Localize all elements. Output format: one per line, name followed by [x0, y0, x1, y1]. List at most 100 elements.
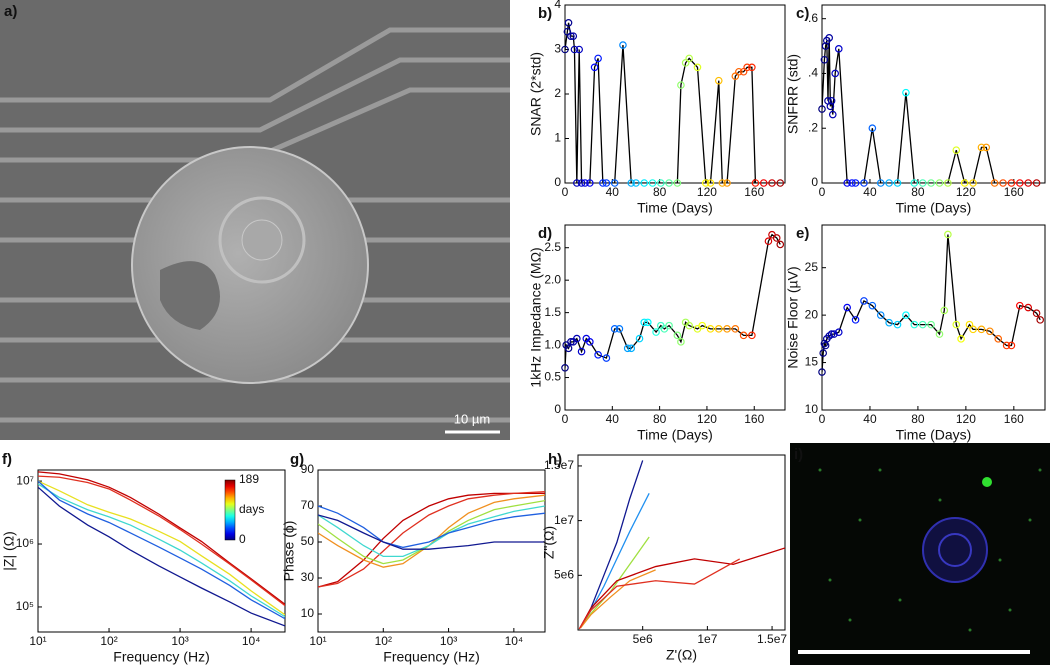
data-point [776, 179, 785, 187]
x-tick-label: 10³ [171, 634, 188, 648]
data-point [640, 179, 649, 187]
x-tick-label: 10⁴ [242, 634, 261, 648]
fluorescence-image [790, 443, 1050, 665]
x-axis-label: Frequency (Hz) [383, 649, 479, 665]
plot-frame [564, 4, 786, 184]
y-axis-label: 1kHz Impedance (MΩ) [528, 247, 544, 387]
y-tick-label: 2 [554, 86, 561, 100]
data-point [843, 179, 851, 187]
colorbar-label: days [239, 502, 264, 516]
data-point [570, 45, 579, 54]
data-point [677, 338, 685, 346]
data-point [590, 63, 599, 72]
x-tick-label: 120 [697, 412, 717, 426]
data-point [599, 179, 607, 187]
data-point [965, 320, 974, 329]
plot-frame [577, 454, 786, 631]
data-point [828, 110, 837, 119]
plot-area [565, 22, 781, 183]
y-tick-label: .6 [808, 11, 818, 25]
y-tick-label: 1 [554, 131, 561, 145]
data-point [1032, 309, 1041, 318]
data-point [1024, 303, 1033, 312]
data-point [627, 344, 636, 353]
data-point [586, 179, 594, 187]
x-tick-label: 80 [653, 412, 667, 426]
data-point [564, 18, 573, 27]
series-line [318, 492, 545, 588]
data-point [748, 63, 756, 72]
trend-line [565, 22, 781, 183]
x-tick-label: 10¹ [309, 634, 326, 648]
data-point [718, 179, 727, 187]
data-point [577, 347, 586, 356]
data-point [820, 55, 829, 64]
x-tick-label: 0 [819, 185, 826, 199]
data-point [748, 331, 756, 340]
data-point [610, 179, 619, 187]
x-tick-label: 40 [863, 185, 877, 199]
colorbar-max: 189 [239, 472, 259, 486]
data-point [893, 320, 902, 329]
x-tick-label: 160 [744, 185, 764, 199]
data-point [868, 301, 877, 310]
data-point [957, 335, 965, 343]
x-tick-label: 10¹ [29, 634, 46, 648]
plot-area [38, 471, 285, 627]
data-point [569, 32, 578, 40]
x-tick-label: 80 [911, 412, 925, 426]
data-point [1036, 316, 1045, 324]
data-point [830, 330, 838, 338]
colorbar-min: 0 [239, 532, 246, 546]
plot-area [565, 233, 781, 368]
data-point [902, 88, 910, 97]
data-point [831, 69, 839, 78]
data-point [652, 328, 660, 336]
data-point [685, 54, 693, 63]
x-tick-label: 10³ [440, 634, 457, 648]
data-point [986, 327, 994, 336]
y-tick-label: 1.0 [544, 337, 561, 351]
data-point [573, 334, 581, 343]
plot-area [578, 460, 785, 630]
trend-line [822, 37, 1037, 183]
data-point [927, 320, 935, 329]
data-point [1002, 341, 1011, 350]
x-tick-label: 10² [375, 634, 392, 648]
x-tick-label: 40 [606, 185, 620, 199]
x-tick-label: 160 [1004, 185, 1024, 199]
data-point [615, 325, 624, 333]
y-tick-label: 10 [301, 606, 315, 620]
data-point [693, 63, 702, 72]
data-point [685, 321, 693, 330]
panel-label: b) [538, 5, 552, 22]
y-tick-label: 1e7 [554, 513, 574, 527]
data-point [577, 179, 586, 187]
data-point [673, 331, 682, 340]
data-point [876, 179, 885, 187]
data-point [918, 320, 927, 329]
data-point [1016, 301, 1024, 310]
y-tick-label: 1.5 [544, 305, 561, 319]
data-point [632, 179, 640, 187]
x-axis-label: Time (Days) [637, 200, 713, 216]
series-line [580, 460, 644, 629]
series-line [318, 505, 545, 558]
x-tick-label: 1.5e7 [757, 632, 787, 646]
data-point [910, 320, 919, 329]
y-tick-label: 20 [805, 307, 819, 321]
data-point [935, 330, 944, 338]
data-point [851, 179, 860, 187]
data-point [825, 34, 833, 42]
data-point [640, 318, 649, 327]
data-point [982, 143, 991, 152]
series-line [38, 480, 285, 616]
data-point [768, 179, 776, 187]
data-point [561, 364, 569, 372]
data-point [868, 124, 877, 133]
data-point [706, 179, 715, 187]
data-point [731, 325, 740, 333]
data-point [665, 321, 673, 330]
data-point [827, 97, 836, 105]
series-line [38, 486, 285, 627]
